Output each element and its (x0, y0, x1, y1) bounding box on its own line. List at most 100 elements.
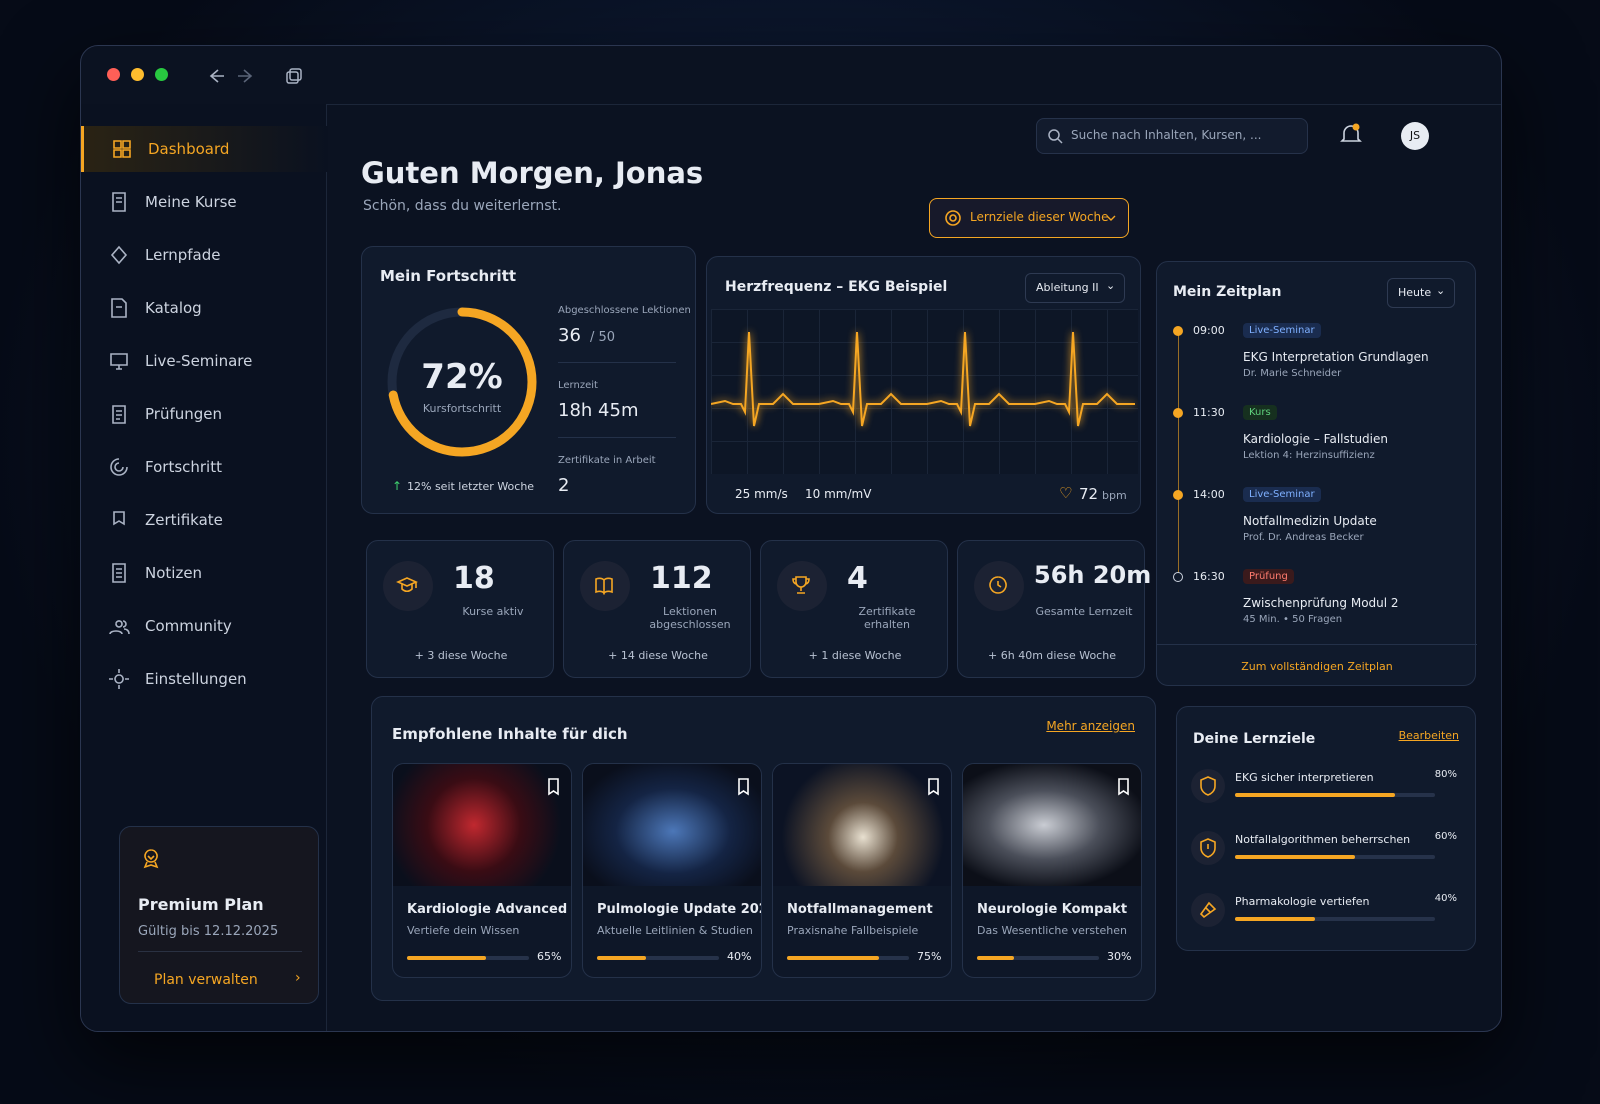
premium-card: Premium Plan Gültig bis 12.12.2025 Plan ve… (119, 826, 319, 1004)
maximize-button[interactable] (155, 68, 168, 81)
icon (396, 574, 420, 600)
course-image (963, 764, 1141, 886)
course-card[interactable]: Neurologie Kompakt Das Wesentliche verste… (962, 763, 1142, 978)
chevron: ⌄ (1106, 279, 1116, 292)
icon (1200, 776, 1216, 796)
search-box[interactable]: Suche nach Inhalten, Kursen, ... (1036, 118, 1308, 154)
nav-item[interactable]: Meine Kurse (81, 179, 325, 225)
icon-part (286, 71, 299, 84)
icon-part (110, 353, 128, 370)
icon-part (738, 778, 749, 796)
progress-label: 30% (1107, 950, 1132, 963)
premium-valid: Gültig bis 12.12.2025 (138, 924, 279, 939)
bookmark[interactable] (543, 776, 565, 802)
kpi-card: 4 Zertifikate erhalten + 1 diese Woche (760, 540, 948, 678)
icon-part (112, 192, 126, 212)
goal-label: Notfallalgorithmen beherrschen (1235, 833, 1411, 846)
lead-dropdown[interactable]: Ableitung II ⌄ (1025, 273, 1125, 303)
course-card[interactable]: Notfallmanagement Praxisnahe Fallbeispiel… (772, 763, 952, 978)
event-time: 11:30 (1193, 406, 1225, 419)
bookmark[interactable] (923, 776, 945, 802)
nav-item[interactable]: Live-Seminare (81, 338, 325, 384)
schedule-card: Mein Zeitplan Heute ⌄ 09:00 Live-Seminar EKG … (1156, 261, 1477, 686)
icon (112, 192, 126, 212)
stat-value: 2 (558, 475, 570, 496)
chevron (1106, 215, 1116, 221)
nav-item[interactable]: Zertifikate (81, 497, 325, 543)
icon (109, 620, 130, 635)
nav-label: Dashboard (148, 140, 230, 158)
ekg-card: Herzfrequenz – EKG Beispiel Ableitung II ⌄… (706, 256, 1141, 514)
icon-part (112, 405, 126, 424)
goal-icon (1191, 893, 1225, 927)
progress-fill (977, 956, 1014, 960)
nav-label: Prüfungen (145, 405, 223, 423)
kpi-delta: + 6h 40m diese Woche (988, 649, 1116, 662)
bpm-value: 72 (1079, 485, 1099, 503)
more-link[interactable]: Mehr anzeigen (1046, 719, 1135, 733)
nav-item[interactable]: Einstellungen (81, 656, 325, 702)
icon-part (1199, 901, 1217, 919)
kpi-icon (580, 561, 630, 611)
course-subtitle: Vertiefe dein Wissen (407, 924, 520, 937)
avatar[interactable]: JS (1401, 122, 1429, 150)
course-title: Pulmologie Update 2024 (597, 902, 762, 917)
icon (595, 577, 613, 595)
icon (989, 576, 1007, 594)
edit-link[interactable]: Bearbeiten (1398, 729, 1459, 742)
event-title: EKG Interpretation Grundlagen (1243, 350, 1429, 364)
nav-item[interactable]: Fortschritt (81, 444, 325, 490)
notification-bell[interactable] (1339, 122, 1363, 148)
course-subtitle: Aktuelle Leitlinien & Studien (597, 924, 753, 937)
event-subtitle: Prof. Dr. Andreas Becker (1243, 532, 1364, 543)
main-area: Guten Morgen, Jonas Schön, dass du weite… (81, 46, 1501, 1031)
card-title: Empfohlene Inhalte für dich (392, 725, 628, 743)
kpi-label: Lektionen abgeschlossen (649, 605, 731, 631)
nav-item[interactable]: Prüfungen (81, 391, 325, 437)
kpi-card: 18 Kurse aktiv + 3 diese Woche (366, 540, 554, 678)
kpi-value: 4 (847, 561, 868, 596)
course-subtitle: Praxisnahe Fallbeispiele (787, 924, 919, 937)
nav-item[interactable]: Notizen (81, 550, 325, 596)
divider (558, 437, 676, 438)
app-window: Suche nach Inhalten, Kursen, ... JS Dash… (80, 45, 1502, 1032)
nav-item[interactable]: Katalog (81, 285, 325, 331)
goal-pct: 80% (1434, 769, 1457, 780)
filter-dropdown[interactable]: Heute ⌄ (1387, 278, 1455, 308)
icon (790, 574, 814, 600)
chevron: › (295, 970, 301, 986)
goals-card: Deine Lernziele Bearbeiten EKG sicher inte… (1176, 706, 1476, 951)
card-title: Mein Zeitplan (1173, 284, 1282, 300)
course-card[interactable]: Pulmologie Update 2024 Aktuelle Leitlinie… (582, 763, 762, 978)
nav-item[interactable]: Dashboard (81, 126, 328, 172)
icon-part (289, 68, 302, 81)
bookmark[interactable] (733, 776, 755, 802)
nav-icon (108, 403, 130, 429)
tabs-icon[interactable] (284, 66, 304, 86)
stat-value: 36 (558, 325, 581, 346)
goals-button[interactable]: Lernziele dieser Woche (929, 198, 1129, 238)
course-card[interactable]: Kardiologie Advanced Vertiefe dein Wissen… (392, 763, 572, 978)
nav-arrows[interactable] (206, 66, 276, 86)
schedule-link[interactable]: Zum vollständigen Zeitplan (1241, 660, 1393, 673)
icon-part (109, 620, 130, 635)
goal-bar (1235, 917, 1435, 921)
goal-icon (1191, 769, 1225, 803)
course-subtitle: Das Wesentliche verstehen (977, 924, 1127, 937)
nav-item[interactable]: Community (81, 603, 325, 649)
icon (110, 458, 128, 476)
goal-bar (1235, 793, 1435, 797)
kpi-icon (974, 561, 1024, 611)
minimize-button[interactable] (131, 68, 144, 81)
icon (928, 778, 939, 796)
icon-part (110, 245, 128, 265)
bpm-unit: bpm (1102, 489, 1127, 502)
bookmark[interactable] (1113, 776, 1135, 802)
course-title: Neurologie Kompakt (977, 902, 1128, 917)
icon (1199, 901, 1217, 919)
premium-action[interactable]: Plan verwalten (154, 972, 258, 988)
progress-fill (787, 956, 879, 960)
nav-item[interactable]: Lernpfade (81, 232, 325, 278)
close-button[interactable] (107, 68, 120, 81)
